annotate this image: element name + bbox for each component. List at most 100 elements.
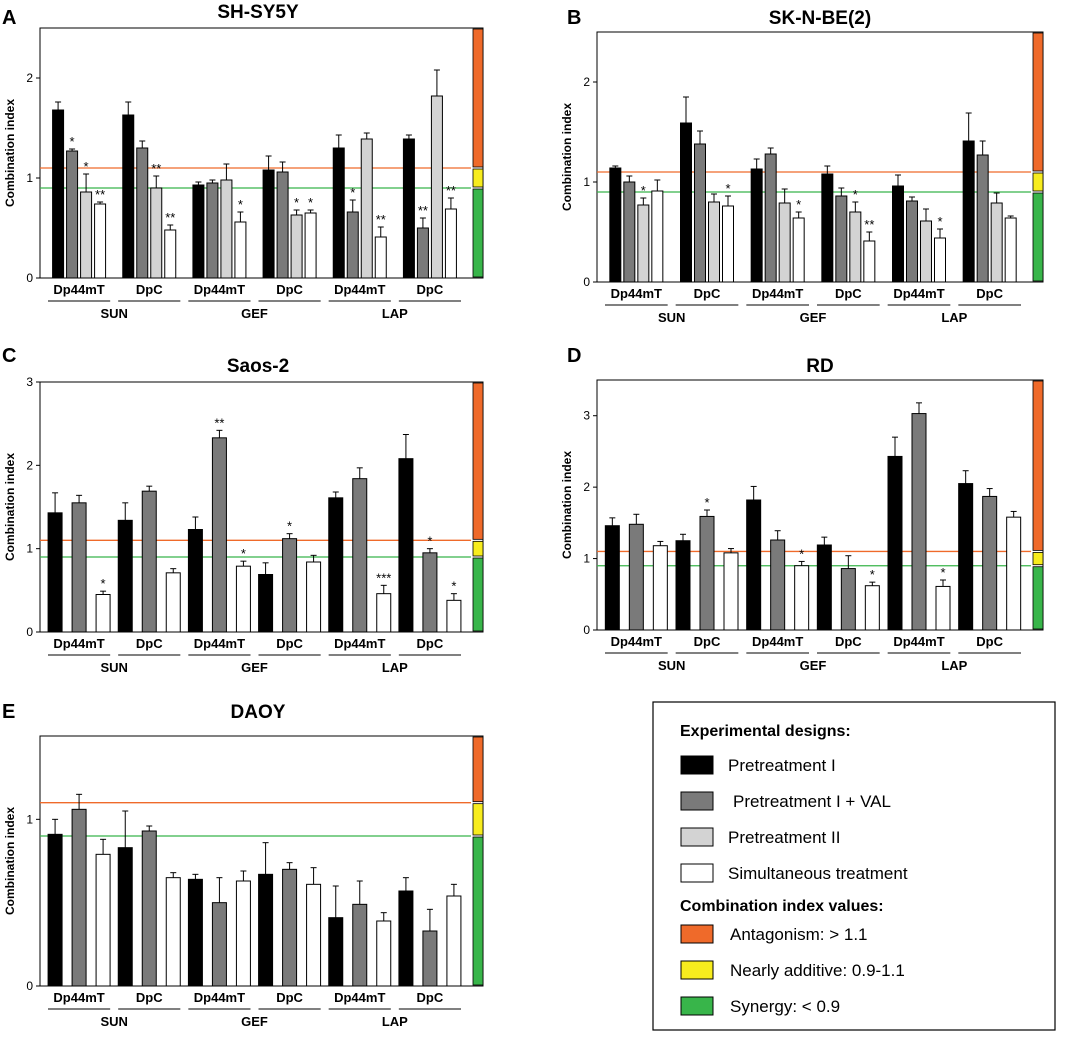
significance-label: ** (446, 183, 456, 198)
chart-title: RD (806, 356, 833, 377)
bar (94, 203, 107, 279)
group-label: LAP (382, 306, 408, 321)
antagonism-zone (472, 382, 484, 540)
y-axis-label: Combination index (560, 451, 574, 559)
antagonism-zone (1032, 380, 1044, 551)
bar (430, 95, 443, 279)
bar (165, 572, 181, 633)
significance-label: * (350, 185, 355, 200)
bar (958, 483, 974, 631)
y-tick-label: 1 (583, 552, 590, 566)
bar (864, 585, 880, 631)
significance-label: * (308, 195, 313, 210)
significance-label: * (870, 567, 875, 582)
legend-designs: Pretreatment I Pretreatment I + VAL Pretre… (680, 755, 908, 883)
significance-label: * (853, 187, 858, 202)
group-label: GEF (800, 658, 827, 673)
group-label: SUN (658, 310, 685, 325)
x-tick-label: Dp44mT (611, 634, 662, 649)
x-tick-label: Dp44mT (611, 286, 662, 301)
bar (446, 599, 462, 633)
bar (1004, 217, 1017, 283)
bar (637, 204, 650, 283)
nearly-additive-zone (472, 803, 484, 836)
group-label: SUN (658, 658, 685, 673)
x-tick-label: DpC (417, 282, 444, 297)
legend-item-label: Pretreatment I + VAL (733, 792, 891, 811)
significance-label: * (937, 214, 942, 229)
legend-swatch (680, 791, 714, 811)
significance-label: * (796, 197, 801, 212)
panel-D: D RD Combination index 0 1 2 3 Dp44mT * DpC * Dp44m… (560, 345, 1044, 673)
bar (723, 552, 739, 631)
bar (258, 873, 274, 987)
bar (422, 552, 438, 633)
x-tick-label: Dp44mT (194, 282, 245, 297)
group-label: LAP (382, 1014, 408, 1029)
legend-item-label: Synergy: < 0.9 (730, 997, 840, 1016)
x-tick-label: DpC (136, 282, 163, 297)
nearly-additive-zone (472, 540, 484, 557)
bar (444, 208, 457, 279)
y-tick-label: 1 (583, 175, 590, 189)
bar (52, 109, 65, 279)
antagonism-zone (472, 28, 484, 168)
significance-label: * (725, 181, 730, 196)
bar (235, 880, 251, 987)
panel-E: E DAOY Combination index 0 1 Dp44mT DpC Dp44mT D… (2, 701, 484, 1029)
x-tick-label: DpC (276, 990, 303, 1005)
significance-label: ** (95, 187, 105, 202)
bar (95, 594, 111, 633)
significance-label: ** (376, 212, 386, 227)
bar (234, 221, 247, 279)
bar (976, 154, 989, 283)
bar (360, 138, 373, 279)
legend-item-label: Nearly additive: 0.9-1.1 (730, 961, 905, 980)
y-tick-label: 0 (583, 623, 590, 637)
significance-label: *** (376, 570, 391, 585)
group-label: SUN (100, 660, 127, 675)
bar (398, 458, 414, 633)
bar (651, 190, 664, 283)
significance-label: ** (864, 217, 874, 232)
y-tick-label: 2 (26, 71, 33, 85)
legend-designs-title: Experimental designs: (680, 723, 851, 740)
significance-label: * (427, 534, 432, 549)
legend-item-label: Pretreatment II (728, 828, 840, 847)
y-tick-label: 1 (26, 812, 33, 826)
x-tick-label: Dp44mT (334, 282, 385, 297)
plot-frame (39, 27, 484, 279)
chart-title: DAOY (231, 702, 286, 723)
bar (136, 147, 149, 279)
legend-item-label: Pretreatment I (728, 756, 836, 775)
bar (935, 585, 951, 631)
x-tick-label: Dp44mT (53, 636, 104, 651)
bar (346, 211, 359, 279)
bar (675, 540, 691, 631)
bar (962, 140, 975, 283)
bar (770, 539, 786, 631)
bar (192, 184, 205, 279)
legend-item-label: Simultaneous treatment (728, 864, 908, 883)
y-tick-label: 0 (583, 275, 590, 289)
y-tick-label: 2 (26, 458, 33, 472)
x-tick-label: DpC (694, 286, 721, 301)
significance-label: * (287, 519, 292, 534)
legend-swatch (680, 827, 714, 847)
bar (1006, 516, 1022, 631)
bar (80, 191, 93, 279)
x-tick-label: Dp44mT (752, 286, 803, 301)
bar (446, 895, 462, 987)
y-tick-label: 2 (583, 480, 590, 494)
bar (792, 217, 805, 283)
bar (47, 512, 63, 633)
bar (282, 538, 298, 633)
bar (835, 195, 848, 283)
bar (352, 903, 368, 987)
bar (187, 878, 203, 987)
bar (47, 833, 63, 987)
bar (306, 561, 322, 633)
x-tick-label: Dp44mT (194, 990, 245, 1005)
